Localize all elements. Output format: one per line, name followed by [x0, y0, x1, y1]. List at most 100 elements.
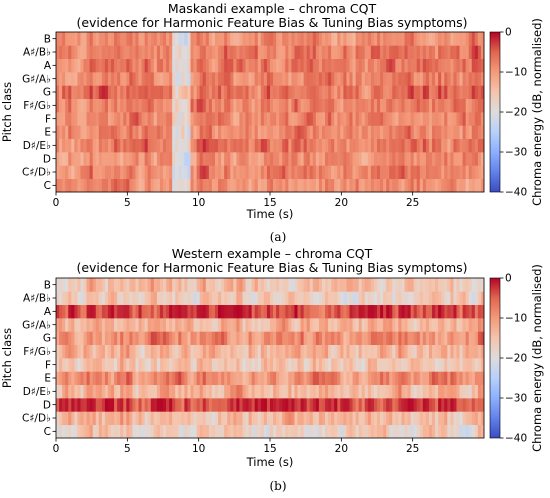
- heatmap-cell: [413, 45, 418, 60]
- heatmap-cell: [169, 411, 173, 426]
- heatmap-cell: [172, 358, 176, 372]
- heatmap-cell: [352, 85, 356, 100]
- heatmap-cell: [410, 112, 415, 126]
- heatmap-cell: [239, 291, 243, 306]
- heatmap-cell: [138, 72, 142, 86]
- heatmap-cell: [456, 85, 460, 100]
- heatmap-cell: [331, 125, 335, 140]
- heatmap-cell: [199, 98, 204, 113]
- heatmap-cell: [98, 371, 103, 386]
- heatmap-cell: [263, 371, 268, 386]
- heatmap-cell: [89, 411, 94, 426]
- heatmap-cell: [120, 58, 124, 73]
- heatmap-cell: [343, 291, 347, 306]
- heatmap-cell: [153, 411, 158, 426]
- heatmap-cell: [309, 358, 314, 372]
- heatmap-cell: [138, 344, 142, 359]
- heatmap-cell: [266, 358, 271, 372]
- heatmap-cell: [355, 152, 360, 166]
- heatmap-cell: [169, 125, 173, 140]
- heatmap-cell: [218, 72, 222, 86]
- heatmap-cell: [190, 112, 194, 126]
- heatmap-cell: [465, 398, 470, 412]
- heatmap-cell: [328, 411, 332, 426]
- heatmap-cell: [392, 58, 396, 73]
- heatmap-cell: [312, 178, 317, 193]
- heatmap-cell: [199, 45, 204, 60]
- heatmap-cell: [156, 344, 161, 359]
- heatmap-cell: [71, 384, 75, 399]
- heatmap-cell: [95, 178, 100, 193]
- heatmap-cell: [107, 291, 112, 306]
- heatmap-cell: [224, 278, 228, 292]
- heatmap-cell: [263, 45, 268, 60]
- heatmap-cell: [254, 138, 259, 153]
- heatmap-cell: [239, 398, 243, 412]
- heatmap-cell: [175, 152, 179, 166]
- heatmap-cell: [309, 165, 314, 180]
- heatmap-cell: [193, 152, 197, 166]
- heatmap-cell: [425, 58, 430, 73]
- heatmap-cell: [114, 344, 118, 359]
- heatmap-cell: [163, 58, 167, 73]
- heatmap-cell: [208, 32, 213, 46]
- heatmap-cell: [242, 178, 246, 193]
- heatmap-cell: [159, 32, 164, 46]
- heatmap-cell: [77, 318, 81, 332]
- heatmap-cell: [377, 398, 381, 412]
- heatmap-cell: [395, 384, 399, 399]
- heatmap-cell: [364, 72, 369, 86]
- heatmap-cell: [413, 98, 418, 113]
- heatmap-cell: [468, 138, 473, 153]
- heatmap-cell: [435, 291, 439, 306]
- heatmap-cell: [147, 85, 152, 100]
- heatmap-cell: [254, 411, 259, 426]
- heatmap-cell: [175, 45, 179, 60]
- heatmap-cell: [334, 384, 338, 399]
- heatmap-cell: [144, 344, 149, 359]
- heatmap-cell: [251, 138, 256, 153]
- heatmap-cell: [471, 85, 476, 100]
- heatmap-cell: [361, 411, 366, 426]
- heatmap-cell: [101, 398, 106, 412]
- heatmap-cell: [297, 331, 301, 346]
- heatmap-cell: [251, 165, 256, 180]
- heatmap-cell: [163, 165, 167, 180]
- heatmap-cell: [349, 85, 353, 100]
- heatmap-cell: [465, 344, 470, 359]
- heatmap-cell: [65, 304, 69, 319]
- heatmap-cell: [129, 72, 133, 86]
- heatmap-cell: [123, 58, 127, 73]
- heatmap-cell: [321, 72, 326, 86]
- heatmap-cell: [361, 291, 366, 306]
- heatmap-cell: [453, 32, 457, 46]
- heatmap-cell: [224, 291, 228, 306]
- heatmap-cell: [141, 98, 146, 113]
- heatmap-cell: [266, 424, 271, 439]
- heatmap-cell: [395, 32, 399, 46]
- heatmap-cell: [309, 424, 314, 439]
- heatmap-cell: [474, 138, 479, 153]
- heatmap-cell: [187, 331, 191, 346]
- heatmap-cell: [459, 125, 463, 140]
- heatmap-cell: [361, 398, 366, 412]
- heatmap-cell: [83, 58, 87, 73]
- heatmap-cell: [172, 398, 176, 412]
- heatmap-cell: [315, 331, 320, 346]
- heatmap-cell: [211, 318, 216, 332]
- heatmap-cell: [184, 112, 188, 126]
- heatmap-cell: [462, 344, 467, 359]
- heatmap-cell: [306, 384, 311, 399]
- heatmap-cell: [404, 424, 408, 439]
- heatmap-cell: [386, 291, 390, 306]
- heatmap-cell: [459, 152, 463, 166]
- heatmap-cell: [245, 58, 249, 73]
- heatmap-cell: [214, 304, 219, 319]
- heatmap-cell: [211, 371, 216, 386]
- heatmap-cell: [120, 344, 124, 359]
- heatmap-cell: [343, 85, 347, 100]
- heatmap-cell: [59, 112, 63, 126]
- heatmap-cell: [132, 152, 136, 166]
- heatmap-cell: [62, 72, 66, 86]
- heatmap-cell: [196, 98, 201, 113]
